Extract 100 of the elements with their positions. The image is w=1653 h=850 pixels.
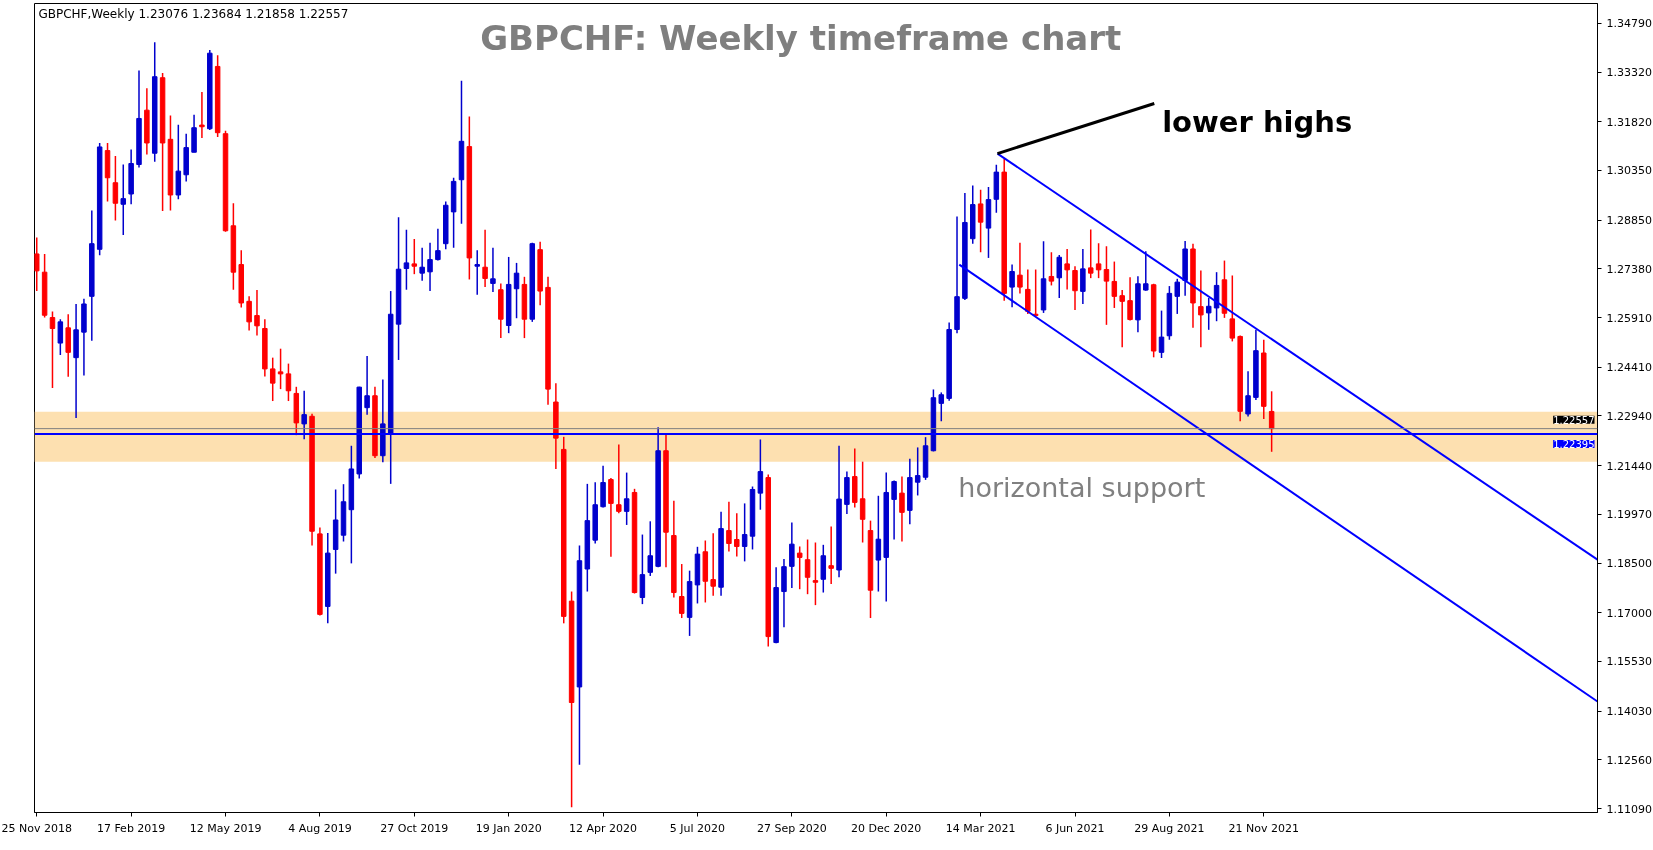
- x-tick-label: 14 Mar 2021: [945, 821, 1016, 835]
- candlestick: [828, 525, 834, 585]
- y-tick-label: 1.27380: [1606, 262, 1652, 276]
- candlestick: [1174, 278, 1180, 315]
- band-label: horizontal support: [958, 471, 1206, 503]
- candlestick: [977, 188, 984, 254]
- chart-title: GBPCHF: Weekly timeframe chart: [480, 17, 1122, 58]
- y-tick-label: 1.33320: [1606, 66, 1652, 80]
- candlestick: [1158, 309, 1165, 359]
- candlestick: [490, 246, 496, 293]
- candlestick: [482, 229, 488, 288]
- y-tick-label: 1.19970: [1606, 508, 1652, 522]
- candlestick: [57, 318, 64, 356]
- candlestick: [1127, 276, 1133, 322]
- candlestick: [1025, 268, 1031, 315]
- y-tick-label: 1.14030: [1606, 705, 1652, 719]
- candlestick: [1056, 254, 1063, 299]
- x-tick-label: 5 Jul 2020: [669, 821, 726, 835]
- candlestick: [246, 295, 252, 332]
- candlestick: [726, 501, 732, 553]
- x-tick-label: 27 Sep 2020: [756, 821, 827, 835]
- candlestick: [820, 544, 827, 594]
- x-tick-label: 12 Apr 2020: [569, 821, 638, 835]
- candlestick: [678, 563, 685, 619]
- y-tick-label: 1.30350: [1606, 164, 1652, 178]
- y-tick-label: 1.15530: [1606, 655, 1652, 669]
- candlestick: [1080, 248, 1086, 305]
- ref-line-label: 1.22395: [1553, 439, 1595, 451]
- x-tick-label: 6 Jun 2021: [1045, 821, 1105, 835]
- candlestick: [427, 241, 433, 292]
- candlestick: [1119, 289, 1125, 349]
- x-tick-label: 19 Jan 2020: [475, 821, 542, 835]
- candlestick: [364, 355, 370, 416]
- y-tick-label: 1.21440: [1606, 459, 1652, 473]
- annotation: GBPCHF,Weekly 1.23076 1.23684 1.21858 1.22557: [38, 6, 349, 21]
- candlestick: [269, 356, 276, 402]
- candlestick: [914, 446, 921, 497]
- candlestick: [875, 495, 882, 593]
- candlestick: [734, 512, 740, 558]
- candlestick: [639, 533, 646, 605]
- candlestick: [757, 438, 764, 511]
- candlestick: [899, 475, 905, 543]
- candlestick: [411, 238, 418, 275]
- candlestick: [1205, 297, 1212, 331]
- candlestick: [403, 229, 410, 291]
- candlestick: [891, 479, 897, 541]
- x-tick-label: 27 Oct 2019: [380, 821, 449, 835]
- candlestick: [34, 236, 40, 292]
- y-tick-label: 1.22940: [1606, 409, 1652, 423]
- candlestick: [49, 310, 56, 389]
- candlestick: [1245, 370, 1251, 418]
- candlestick: [812, 541, 819, 606]
- candlestick: [1048, 251, 1055, 287]
- candlestick: [1072, 265, 1078, 311]
- candlestick: [741, 502, 748, 563]
- x-tick-label: 12 May 2019: [189, 821, 262, 835]
- candlestick: [710, 532, 716, 597]
- candlestick: [285, 362, 292, 402]
- candlestick: [419, 246, 425, 282]
- candlestick: [1087, 228, 1094, 279]
- x-tick-label: 17 Feb 2019: [96, 821, 166, 835]
- candlestick: [1268, 390, 1275, 453]
- ref-line-label: 1.22557: [1553, 414, 1595, 426]
- candlestick: [474, 249, 480, 296]
- y-tick-label: 1.11090: [1606, 802, 1652, 816]
- candlestick: [435, 228, 441, 262]
- candlestick: [254, 289, 260, 337]
- y-tick-label: 1.28850: [1606, 214, 1652, 228]
- candlestick: [277, 347, 284, 390]
- candlestick: [623, 471, 630, 526]
- candlestick: [120, 163, 127, 236]
- y-tick-label: 1.17000: [1606, 606, 1652, 620]
- candlestick: [1009, 263, 1015, 309]
- x-tick-label: 21 Nov 2021: [1228, 821, 1299, 835]
- y-tick-label: 1.12560: [1606, 753, 1652, 767]
- candlestick: [1198, 269, 1204, 349]
- candlestick: [1229, 274, 1236, 343]
- candlestick: [804, 538, 811, 595]
- x-tick-label: 25 Nov 2018: [1, 821, 72, 835]
- candlestick: [175, 124, 182, 201]
- y-tick-label: 1.18500: [1606, 557, 1652, 571]
- annotation: lower highs: [1162, 104, 1353, 139]
- candlestick: [938, 391, 945, 422]
- candlestick: [1111, 260, 1118, 309]
- candlestick: [1017, 241, 1023, 295]
- candlestick: [112, 155, 119, 222]
- candlestick: [1064, 248, 1070, 291]
- candlestick: [608, 477, 614, 558]
- x-tick-label: 20 Dec 2020: [851, 821, 922, 835]
- candlestick: [796, 545, 803, 590]
- candlestick: [1103, 245, 1110, 326]
- candlestick: [616, 443, 622, 515]
- y-tick-label: 1.24410: [1606, 361, 1652, 375]
- candlestick: [301, 390, 307, 440]
- candlestick: [199, 91, 205, 139]
- candlestick: [789, 521, 795, 589]
- candlestick: [1095, 242, 1102, 279]
- x-tick-label: 29 Aug 2021: [1134, 821, 1205, 835]
- candlestick: [647, 520, 654, 577]
- y-tick-label: 1.31820: [1606, 115, 1652, 129]
